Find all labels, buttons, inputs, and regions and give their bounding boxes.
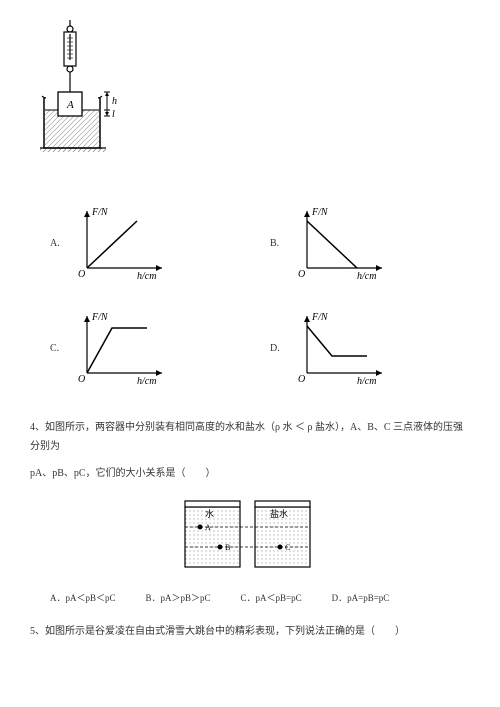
q4-number: 4、: [30, 422, 45, 433]
graph-b-svg: F/N h/cm O: [292, 203, 392, 283]
graph-option-c: C. F/N h/cm O: [50, 308, 230, 388]
svg-text:O: O: [298, 374, 305, 385]
q4-diagram-svg: 水 盐水 A B C: [180, 497, 320, 577]
graphs-grid: A. F/N h/cm O B. F/N h/cm O C.: [50, 203, 450, 388]
svg-text:A: A: [205, 523, 211, 532]
q5-number: 5、: [30, 626, 45, 637]
apparatus-figure: A h l: [40, 20, 470, 173]
svg-text:F/N: F/N: [91, 312, 109, 323]
graph-option-b: B. F/N h/cm O: [270, 203, 450, 283]
q4-opt-d: D．pA=pB=pC: [332, 591, 390, 604]
svg-text:盐水: 盐水: [270, 508, 288, 519]
graph-a-svg: F/N h/cm O: [72, 203, 172, 283]
graph-d-svg: F/N h/cm O: [292, 308, 392, 388]
q4-text: 4、如图所示，两容器中分别装有相同高度的水和盐水（ρ 水 ＜ ρ 盐水），A、B…: [30, 418, 470, 456]
svg-text:B: B: [225, 543, 230, 552]
graph-c-svg: F/N h/cm O: [72, 308, 172, 388]
graph-a-label: A.: [50, 238, 64, 249]
svg-text:h/cm: h/cm: [137, 271, 156, 282]
svg-text:F/N: F/N: [311, 207, 329, 218]
graph-c-label: C.: [50, 343, 64, 354]
q4-options: A．pA＜pB＜pC B．pA＞pB＞pC C．pA＜pB=pC D．pA=pB…: [50, 591, 470, 604]
q4-opt-c: C．pA＜pB=pC: [241, 591, 302, 604]
q4-line1: 如图所示，两容器中分别装有相同高度的水和盐水（ρ 水 ＜ ρ 盐水），A、B、C…: [30, 422, 463, 452]
q4-opt-b: B．pA＞pB＞pC: [146, 591, 211, 604]
height-l: l: [112, 109, 115, 120]
svg-text:O: O: [78, 269, 85, 280]
graph-option-d: D. F/N h/cm O: [270, 308, 450, 388]
q4-line2: pA、pB、pC，它们的大小关系是（ ）: [30, 468, 216, 479]
graph-d-label: D.: [270, 343, 284, 354]
q5-text: 5、如图所示是谷爱凌在自由式滑雪大跳台中的精彩表现，下列说法正确的是（ ）: [30, 622, 470, 641]
svg-text:水: 水: [205, 508, 214, 519]
svg-text:F/N: F/N: [91, 207, 109, 218]
svg-text:h/cm: h/cm: [357, 376, 376, 387]
svg-text:F/N: F/N: [311, 312, 329, 323]
svg-text:h/cm: h/cm: [137, 376, 156, 387]
block-label: A: [66, 99, 74, 111]
q5-body: 如图所示是谷爱凌在自由式滑雪大跳台中的精彩表现，下列说法正确的是（ ）: [45, 626, 405, 637]
graph-option-a: A. F/N h/cm O: [50, 203, 230, 283]
svg-text:O: O: [298, 269, 305, 280]
graph-b-label: B.: [270, 238, 284, 249]
q4-line2-wrap: pA、pB、pC，它们的大小关系是（ ）: [30, 464, 470, 483]
svg-text:O: O: [78, 374, 85, 385]
svg-text:C: C: [285, 543, 290, 552]
q4-opt-a: A．pA＜pB＜pC: [50, 591, 116, 604]
apparatus-svg: A h l: [40, 20, 130, 170]
svg-text:h/cm: h/cm: [357, 271, 376, 282]
q4-diagram: 水 盐水 A B C: [30, 497, 470, 577]
height-h: h: [112, 96, 117, 107]
